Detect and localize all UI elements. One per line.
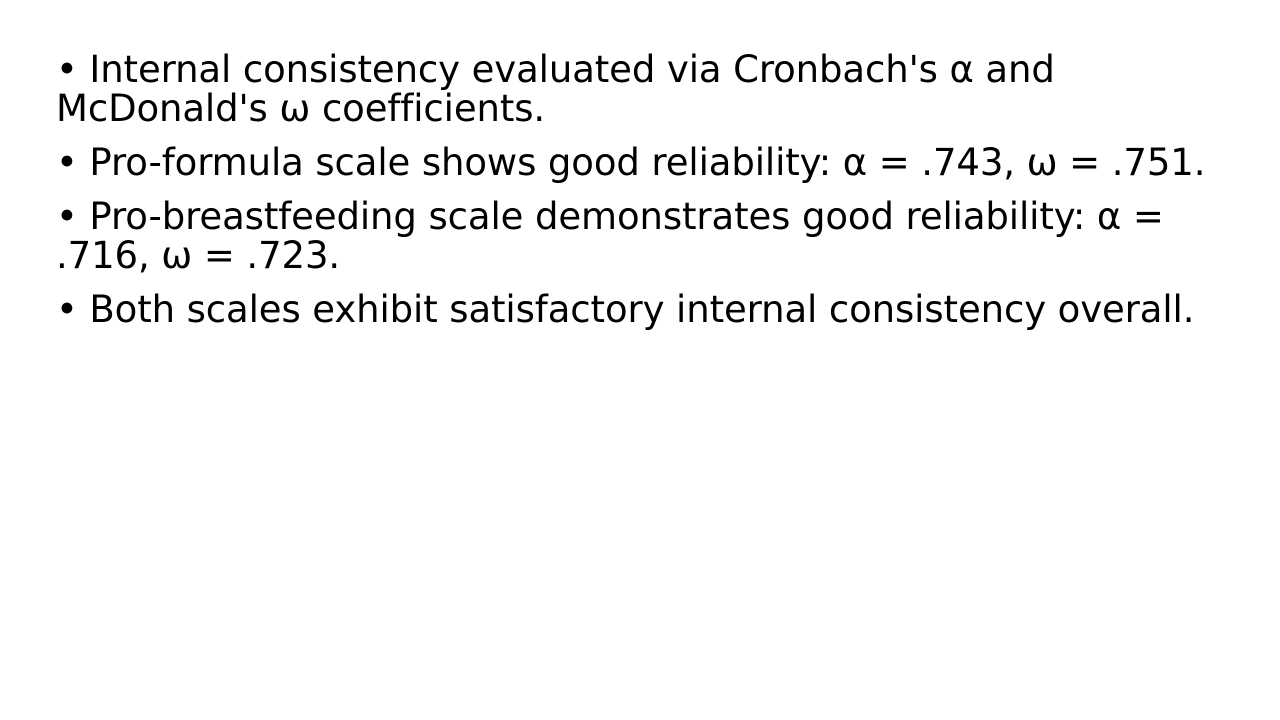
list-item[interactable]: • Both scales exhibit satisfactory inter… [56,290,1224,329]
bullet-text: Both scales exhibit satisfactory interna… [89,288,1195,331]
empty-slide-area [0,310,1280,720]
bullet-list: • Internal consistency evaluated via Cro… [56,50,1224,329]
list-item[interactable]: • Pro-formula scale shows good reliabili… [56,143,1224,182]
list-item[interactable]: • Internal consistency evaluated via Cro… [56,50,1224,128]
bullet-marker-icon: • [56,48,90,91]
bullet-marker-icon: • [56,195,90,238]
body-content-placeholder[interactable]: • Internal consistency evaluated via Cro… [56,50,1224,329]
bullet-text: Internal consistency evaluated via Cronb… [56,48,1055,130]
list-item[interactable]: • Pro-breastfeeding scale demonstrates g… [56,197,1224,275]
bullet-marker-icon: • [56,288,90,331]
bullet-text: Pro-breastfeeding scale demonstrates goo… [56,195,1164,277]
bullet-marker-icon: • [56,141,90,184]
bullet-text: Pro-formula scale shows good reliability… [89,141,1206,184]
